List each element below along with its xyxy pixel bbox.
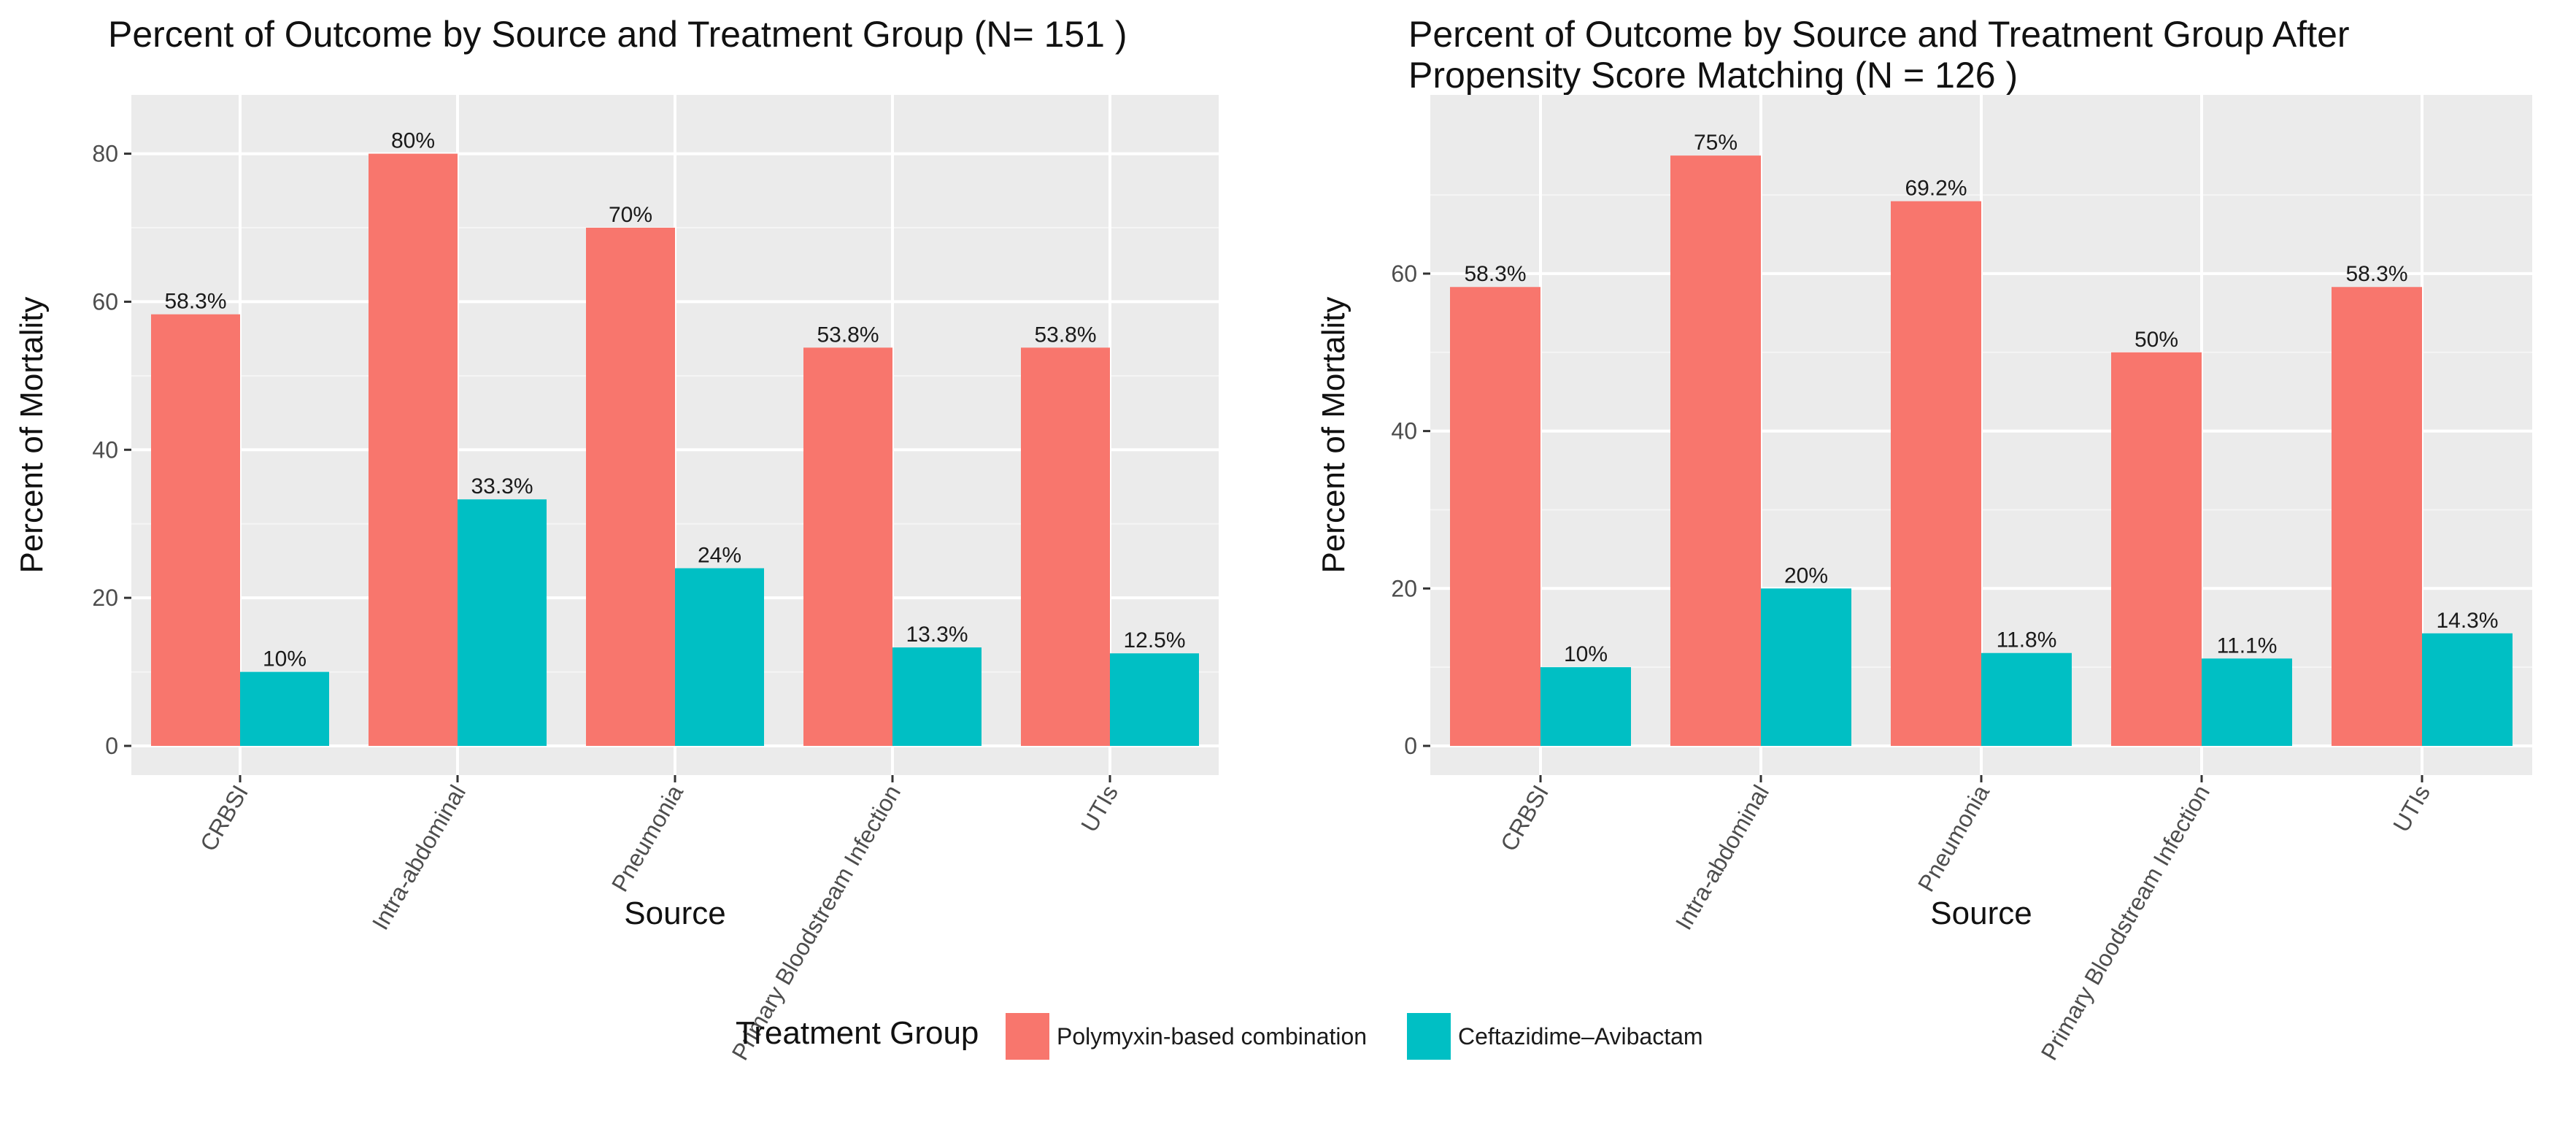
data-label: 58.3% [2345,262,2407,286]
legend-label: Ceftazidime–Avibactam [1458,1023,1703,1050]
bar-polymyxin [803,347,892,746]
data-label: 53.8% [1034,323,1096,347]
bar-polymyxin [369,153,458,747]
x-tick-label: Intra-abdominal [367,781,471,935]
data-label: 14.3% [2436,609,2498,633]
chart-title: Percent of Outcome by Source and Treatme… [108,14,1127,55]
data-label: 24% [698,544,741,568]
bar-polymyxin [2332,287,2422,746]
bar-polymyxin [151,314,240,747]
chart-title: Propensity Score Matching (N = 126 ) [1408,55,2018,96]
bar-ceftazidime [2422,633,2513,746]
x-tick-label: Pneumonia [1913,780,1994,896]
y-tick-label: 60 [92,288,118,315]
x-tick-label: Pneumonia [606,780,688,896]
y-axis-title: Percent of Mortality [1316,296,1351,573]
legend-swatch [1407,1013,1451,1060]
legend: Treatment Group Polymyxin-based combinati… [736,1013,1703,1060]
bar-ceftazidime [1981,652,2072,746]
bar-ceftazidime [1540,667,1631,746]
data-label: 58.3% [1464,262,1526,286]
bar-ceftazidime [675,568,764,746]
y-axis-title: Percent of Mortality [14,296,50,573]
data-label: 13.3% [906,623,968,647]
data-label: 33.3% [471,474,533,498]
data-label: 12.5% [1123,628,1185,652]
y-tick-label: 20 [1391,575,1417,601]
chart-left: Percent of Outcome by Source and Treatme… [14,14,1219,1065]
y-tick-label: 0 [1404,733,1417,759]
y-tick-label: 80 [92,141,118,167]
data-label: 58.3% [164,290,226,314]
data-label: 50% [2135,328,2178,352]
bar-ceftazidime [2202,658,2292,746]
legend-swatch [1006,1013,1049,1060]
data-label: 20% [1784,563,1828,588]
y-tick-label: 60 [1391,261,1417,287]
bar-polymyxin [1450,287,1540,746]
bar-polymyxin [1670,155,1761,747]
data-label: 75% [1694,131,1738,155]
legend-title: Treatment Group [736,1015,979,1051]
data-label: 80% [391,129,435,153]
bar-polymyxin [586,228,675,746]
x-tick-label: UTIs [2388,781,2435,836]
chart-title: Percent of Outcome by Source and Treatme… [1408,14,2350,55]
x-axis-title: Source [1930,896,2032,931]
bar-ceftazidime [1761,588,1851,746]
data-label: 53.8% [817,323,879,347]
chart-right: Percent of Outcome by Source and Treatme… [1316,14,2532,1065]
x-tick-label: UTIs [1076,781,1123,836]
bar-ceftazidime [1110,653,1199,746]
x-tick-label: Primary Bloodstream Infection [2036,781,2215,1065]
data-label: 10% [263,647,306,671]
x-tick-label: CRBSI [195,781,253,856]
x-tick-label: CRBSI [1495,781,1554,856]
y-tick-label: 40 [1391,418,1417,444]
bar-polymyxin [2111,352,2202,746]
data-label: 11.8% [1997,628,2057,652]
data-label: 70% [609,203,652,227]
data-label: 11.1% [2217,633,2278,658]
bar-ceftazidime [892,647,982,746]
bar-polymyxin [1891,201,1981,746]
y-tick-label: 0 [105,733,118,759]
bar-ceftazidime [458,499,547,746]
bar-ceftazidime [240,671,329,746]
data-label: 10% [1564,642,1608,666]
x-axis-title: Source [624,896,725,931]
legend-label: Polymyxin-based combination [1057,1023,1367,1050]
y-tick-label: 40 [92,436,118,463]
y-tick-label: 20 [92,585,118,611]
data-label: 69.2% [1905,177,1967,201]
x-tick-label: Intra-abdominal [1670,781,1774,935]
bar-polymyxin [1021,347,1110,746]
